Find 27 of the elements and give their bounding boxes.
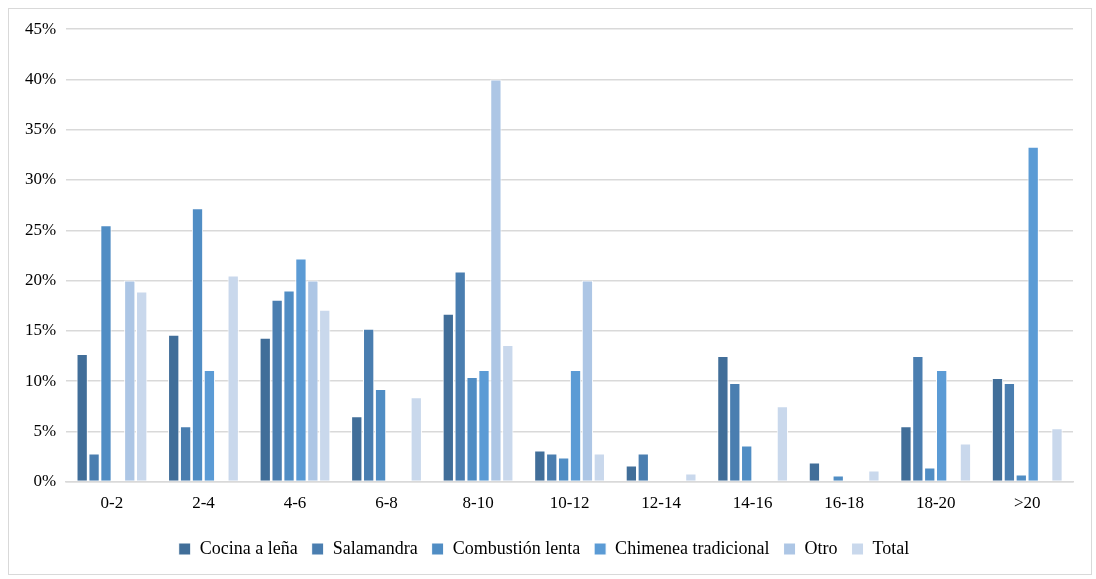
y-tick-label: 5%	[33, 420, 57, 440]
legend-label: Chimenea tradicional	[615, 537, 770, 558]
y-tick-label: 20%	[24, 270, 57, 289]
y-tick-label: 10%	[24, 370, 57, 390]
x-tick-label: 18-20	[915, 493, 956, 513]
x-tick-label: 10-12	[549, 493, 590, 513]
legend-label: Total	[872, 537, 910, 558]
y-tick-label: 35%	[24, 119, 57, 139]
x-tick-label: 0-2	[100, 493, 124, 513]
x-tick-label: 4-6	[283, 493, 307, 513]
y-tick-label: 15%	[24, 320, 57, 340]
x-tick-label: >20	[1013, 493, 1041, 513]
x-tick-label: 12-14	[641, 493, 682, 513]
y-tick-label: 45%	[24, 18, 57, 38]
y-tick-label: 30%	[24, 169, 57, 189]
x-tick-label: 16-18	[824, 493, 865, 513]
x-tick-label: 14-16	[732, 493, 773, 513]
legend-label: Otro	[804, 537, 838, 558]
legend-label: Salamandra	[332, 537, 418, 558]
y-tick-label: 25%	[24, 219, 57, 239]
x-tick-label: 2-4	[192, 493, 216, 513]
y-tick-label: 0%	[33, 471, 57, 491]
x-tick-label: 8-10	[462, 493, 494, 513]
legend-label: Cocina a leña	[199, 537, 298, 558]
y-tick-label: 40%	[24, 68, 57, 88]
legend-label: Combustión lenta	[452, 537, 581, 558]
x-tick-label: 6-8	[375, 493, 398, 513]
